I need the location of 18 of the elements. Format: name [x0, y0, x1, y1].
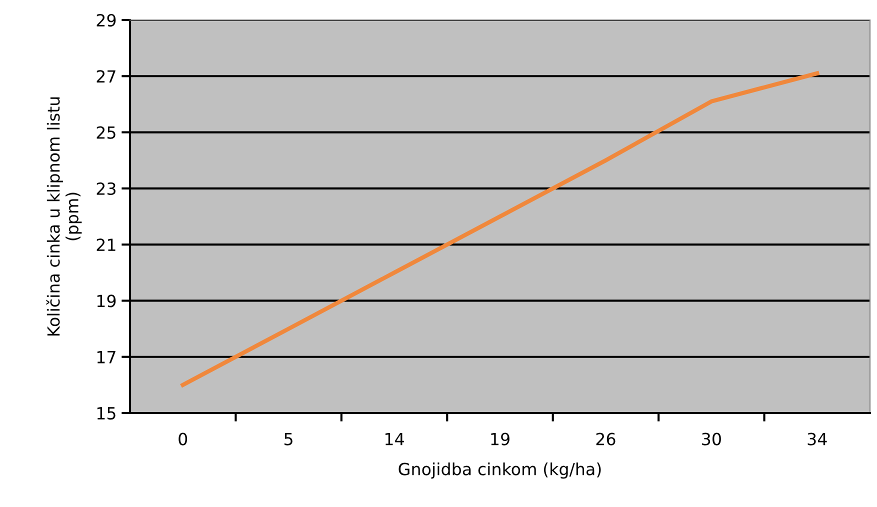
y-tick-label: 21 [96, 238, 116, 251]
y-tick-label: 23 [96, 182, 116, 195]
line-series [180, 71, 820, 388]
x-tick-label: 19 [491, 432, 510, 446]
y-axis-title: Količina cinka u klipnom listu (ppm) [46, 97, 82, 336]
y-tick-label: 17 [97, 351, 116, 364]
x-tick-label: 30 [702, 432, 721, 446]
x-axis-title: Gnojidba cinkom (kg/ha) [398, 462, 601, 479]
y-tick-label: 29 [96, 14, 116, 27]
x-tick-label: 34 [808, 432, 827, 446]
x-tick-label: 5 [284, 432, 292, 446]
y-tick-label: 25 [96, 126, 116, 139]
y-tick-label: 15 [97, 407, 116, 420]
y-tick-label: 19 [97, 294, 116, 308]
x-tick-label: 26 [596, 432, 616, 446]
y-tick-label: 27 [96, 70, 116, 82]
x-tick-label: 14 [386, 432, 404, 446]
x-tick-label: 0 [178, 432, 188, 446]
